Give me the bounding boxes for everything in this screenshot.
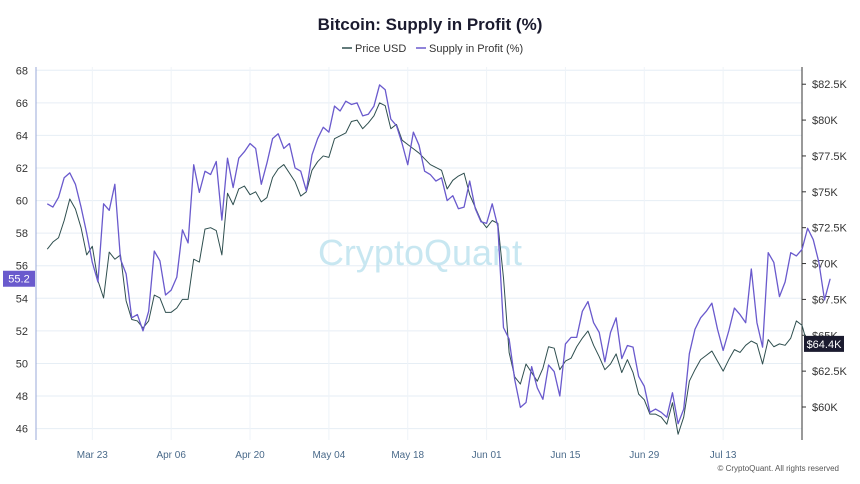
left-tick-label: 52 (16, 326, 28, 338)
left-tick-label: 64 (16, 130, 28, 142)
right-tick-label: $72.5K (812, 223, 848, 235)
left-tick-label: 50 (16, 358, 28, 370)
legend-label-supply: Supply in Profit (%) (429, 43, 523, 55)
right-tick-label: $70K (812, 259, 838, 271)
x-tick-label: May 04 (312, 450, 345, 461)
series-line-supply (46, 84, 831, 425)
left-tick-label: 56 (16, 261, 28, 273)
price-last-value-text: $64.4K (807, 339, 843, 351)
left-tick-label: 68 (16, 65, 28, 77)
left-tick-label: 46 (16, 424, 28, 436)
right-tick-label: $82.5K (812, 79, 848, 91)
right-tick-label: $60K (812, 402, 838, 414)
left-tick-label: 48 (16, 391, 28, 403)
supply-last-value-text: 55.2 (8, 274, 29, 286)
supply-last-value-badge (3, 270, 35, 287)
chart-title: Bitcoin: Supply in Profit (%) (318, 15, 543, 34)
series-line-price (46, 102, 820, 435)
x-tick-label: Apr 20 (235, 450, 265, 461)
legend-item-supply[interactable]: Supply in Profit (%) (416, 43, 523, 55)
grid (36, 67, 802, 440)
x-tick-label: Jun 29 (629, 450, 659, 461)
x-tick-label: Jun 15 (550, 450, 580, 461)
right-tick-label: $77.5K (812, 151, 848, 163)
legend-item-price[interactable]: Price USD (342, 43, 406, 55)
right-tick-label: $75K (812, 187, 838, 199)
x-tick-label: Jul 13 (710, 450, 737, 461)
x-tick-label: Jun 01 (472, 450, 502, 461)
x-tick-label: Mar 23 (77, 450, 109, 461)
right-tick-label: $62.5K (812, 366, 848, 378)
left-tick-label: 54 (16, 293, 28, 305)
left-tick-label: 62 (16, 163, 28, 175)
left-tick-label: 66 (16, 98, 28, 110)
series-layer (46, 84, 831, 435)
x-tick-label: May 18 (391, 450, 424, 461)
left-tick-label: 60 (16, 196, 28, 208)
price-last-value-badge (804, 335, 844, 352)
left-tick-label: 58 (16, 228, 28, 240)
right-tick-label: $80K (812, 115, 838, 127)
x-tick-label: Apr 06 (156, 450, 186, 461)
badges: 55.2 $64.4K (3, 270, 844, 352)
watermark: CryptoQuant (318, 232, 522, 273)
legend: Price USD Supply in Profit (%) (342, 43, 523, 55)
right-tick-label: $67.5K (812, 294, 848, 306)
legend-label-price: Price USD (355, 43, 406, 55)
credit: © CryptoQuant. All rights reserved (718, 464, 840, 473)
